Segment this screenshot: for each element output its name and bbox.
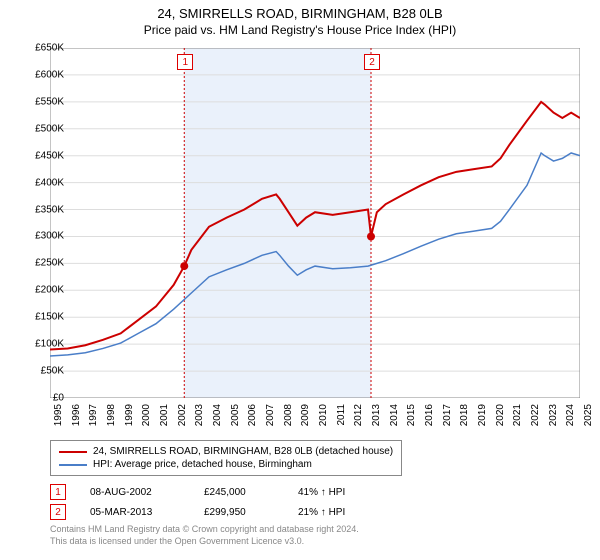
sale-price: £245,000	[204, 487, 274, 498]
y-tick-label: £250K	[35, 258, 64, 269]
x-tick-label: 2004	[212, 404, 223, 426]
legend-swatch	[59, 451, 87, 453]
legend: 24, SMIRRELLS ROAD, BIRMINGHAM, B28 0LB …	[50, 440, 402, 476]
chart-subtitle: Price paid vs. HM Land Registry's House …	[0, 23, 600, 41]
plot-svg	[50, 48, 580, 398]
sale-date: 05-MAR-2013	[90, 507, 180, 518]
legend-item-hpi: HPI: Average price, detached house, Birm…	[59, 458, 393, 471]
sales-table: 1 08-AUG-2002 £245,000 41% ↑ HPI 2 05-MA…	[50, 482, 378, 522]
x-tick-label: 2001	[159, 404, 170, 426]
sale-badge: 2	[50, 504, 66, 520]
x-tick-label: 2012	[353, 404, 364, 426]
x-tick-label: 1997	[88, 404, 99, 426]
y-tick-label: £500K	[35, 123, 64, 134]
y-tick-label: £0	[53, 393, 64, 404]
x-tick-label: 2021	[512, 404, 523, 426]
x-tick-label: 2003	[194, 404, 205, 426]
x-tick-label: 2024	[565, 404, 576, 426]
footer-line: This data is licensed under the Open Gov…	[50, 536, 359, 548]
y-tick-label: £600K	[35, 69, 64, 80]
x-tick-label: 2000	[141, 404, 152, 426]
x-tick-label: 2019	[477, 404, 488, 426]
x-tick-label: 1998	[106, 404, 117, 426]
sale-row: 1 08-AUG-2002 £245,000 41% ↑ HPI	[50, 482, 378, 502]
x-tick-label: 2010	[318, 404, 329, 426]
y-tick-label: £400K	[35, 177, 64, 188]
x-tick-label: 2005	[230, 404, 241, 426]
legend-label: 24, SMIRRELLS ROAD, BIRMINGHAM, B28 0LB …	[93, 446, 393, 457]
x-tick-label: 2017	[442, 404, 453, 426]
sale-hpi: 21% ↑ HPI	[298, 507, 378, 518]
y-tick-label: £350K	[35, 204, 64, 215]
legend-swatch	[59, 464, 87, 466]
sale-marker-badge: 2	[364, 54, 380, 70]
x-tick-label: 2022	[530, 404, 541, 426]
legend-label: HPI: Average price, detached house, Birm…	[93, 459, 312, 470]
legend-item-property: 24, SMIRRELLS ROAD, BIRMINGHAM, B28 0LB …	[59, 445, 393, 458]
footer-line: Contains HM Land Registry data © Crown c…	[50, 524, 359, 536]
sale-price: £299,950	[204, 507, 274, 518]
y-tick-label: £200K	[35, 285, 64, 296]
sale-hpi: 41% ↑ HPI	[298, 487, 378, 498]
x-tick-label: 1999	[124, 404, 135, 426]
footer-attribution: Contains HM Land Registry data © Crown c…	[50, 524, 359, 547]
chart-container: 24, SMIRRELLS ROAD, BIRMINGHAM, B28 0LB …	[0, 0, 600, 560]
x-tick-label: 2013	[371, 404, 382, 426]
x-tick-label: 2025	[583, 404, 594, 426]
x-tick-label: 2015	[406, 404, 417, 426]
plot-area	[50, 48, 580, 398]
x-tick-label: 1996	[71, 404, 82, 426]
sale-row: 2 05-MAR-2013 £299,950 21% ↑ HPI	[50, 502, 378, 522]
y-tick-label: £650K	[35, 43, 64, 54]
x-tick-label: 2023	[548, 404, 559, 426]
y-tick-label: £550K	[35, 96, 64, 107]
sale-date: 08-AUG-2002	[90, 487, 180, 498]
x-tick-label: 2011	[336, 404, 347, 426]
x-tick-label: 1995	[53, 404, 64, 426]
chart-title: 24, SMIRRELLS ROAD, BIRMINGHAM, B28 0LB	[0, 0, 600, 23]
y-tick-label: £300K	[35, 231, 64, 242]
x-tick-label: 2018	[459, 404, 470, 426]
y-tick-label: £450K	[35, 150, 64, 161]
sale-badge: 1	[50, 484, 66, 500]
x-tick-label: 2006	[247, 404, 258, 426]
y-tick-label: £150K	[35, 312, 64, 323]
x-tick-label: 2002	[177, 404, 188, 426]
y-tick-label: £50K	[41, 366, 64, 377]
x-tick-label: 2007	[265, 404, 276, 426]
sale-marker-badge: 1	[177, 54, 193, 70]
x-tick-label: 2009	[300, 404, 311, 426]
x-tick-label: 2016	[424, 404, 435, 426]
x-tick-label: 2020	[495, 404, 506, 426]
x-tick-label: 2008	[283, 404, 294, 426]
x-tick-label: 2014	[389, 404, 400, 426]
y-tick-label: £100K	[35, 339, 64, 350]
